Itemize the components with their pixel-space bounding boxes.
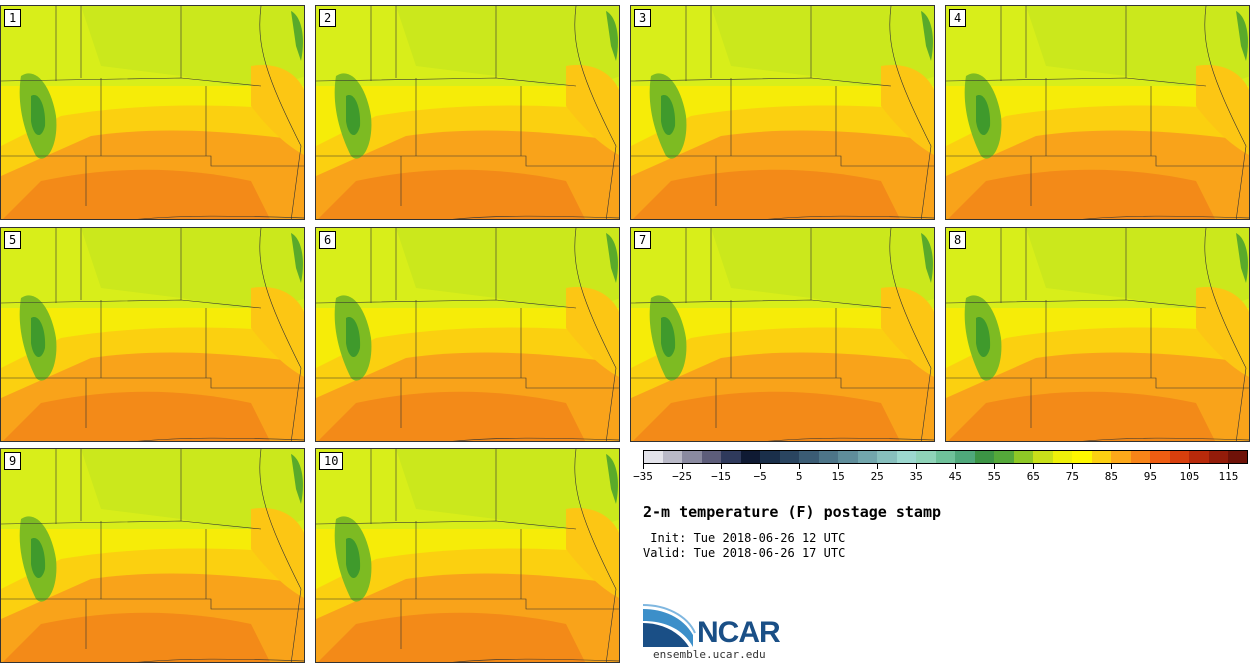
colorbar-swatch	[1228, 450, 1249, 464]
colorbar-tick-label: 5	[795, 470, 803, 483]
colorbar-tick-label: 95	[1143, 470, 1158, 483]
colorbar-tick	[721, 464, 723, 469]
colorbar-tick-label: −5	[753, 470, 767, 483]
colorbar-tick	[994, 464, 996, 469]
colorbar-swatch	[643, 450, 664, 464]
colorbar-swatch	[1111, 450, 1132, 464]
member-number: 8	[949, 231, 967, 249]
ensemble-member-panel: 7	[630, 227, 935, 442]
colorbar-tick-label: 115	[1218, 470, 1239, 483]
colorbar-tick	[1228, 464, 1230, 469]
colorbar-swatch	[721, 450, 742, 464]
member-number: 9	[4, 452, 22, 470]
colorbar-tick-label: 75	[1065, 470, 1079, 483]
member-number: 6	[319, 231, 337, 249]
colorbar-swatch	[974, 450, 995, 464]
colorbar-swatch	[818, 450, 839, 464]
colorbar-swatch	[1013, 450, 1034, 464]
colorbar-tick	[838, 464, 840, 469]
colorbar-swatch	[838, 450, 859, 464]
colorbar-tick-label: 105	[1179, 470, 1200, 483]
colorbar-swatch	[701, 450, 722, 464]
member-number: 3	[634, 9, 652, 27]
colorbar-swatch	[1150, 450, 1171, 464]
colorbar-tick-label: 55	[987, 470, 1001, 483]
colorbar-tick-label: 35	[909, 470, 923, 483]
colorbar-tick	[1189, 464, 1191, 469]
colorbar-tick-label: −25	[672, 470, 692, 483]
colorbar-swatch	[779, 450, 800, 464]
colorbar-swatch	[955, 450, 976, 464]
colorbar-swatch	[760, 450, 781, 464]
colorbar-swatch	[740, 450, 761, 464]
colorbar-tick-label: 65	[1026, 470, 1040, 483]
ensemble-member-panel: 2	[315, 5, 620, 220]
colorbar-tick	[799, 464, 801, 469]
member-number: 4	[949, 9, 967, 27]
colorbar-tick	[643, 464, 644, 469]
chart-title: 2-m temperature (F) postage stamp	[643, 503, 942, 521]
colorbar-tick-label: 85	[1104, 470, 1118, 483]
colorbar-tick-label: 45	[948, 470, 962, 483]
colorbar-tick	[1033, 464, 1035, 469]
colorbar-swatch	[1189, 450, 1210, 464]
ensemble-member-panel: 8	[945, 227, 1250, 442]
colorbar-swatch	[1091, 450, 1112, 464]
member-number: 1	[4, 9, 22, 27]
ensemble-member-panel: 5	[0, 227, 305, 442]
member-number: 5	[4, 231, 22, 249]
init-time: Init: Tue 2018-06-26 12 UTC	[643, 531, 846, 545]
colorbar-tick-label: −15	[711, 470, 731, 483]
valid-time: Valid: Tue 2018-06-26 17 UTC	[643, 546, 846, 560]
logo-url: ensemble.ucar.edu	[653, 648, 766, 661]
ncar-logo-icon	[643, 604, 696, 647]
ensemble-member-panel: 4	[945, 5, 1250, 220]
member-number: 2	[319, 9, 337, 27]
colorbar-tick	[916, 464, 918, 469]
member-number: 10	[319, 452, 344, 470]
colorbar-swatch	[935, 450, 956, 464]
ensemble-member-panel: 9	[0, 448, 305, 663]
ensemble-member-panel: 1	[0, 5, 305, 220]
ensemble-member-panel: 3	[630, 5, 935, 220]
logo-wordmark: NCAR	[697, 616, 781, 649]
ensemble-member-panel: 6	[315, 227, 620, 442]
colorbar-tick	[760, 464, 762, 469]
temperature-colorbar: −35 −25 −15 −5 5 15 25 35 45 55 65 75 85 95 105 115	[633, 450, 1249, 486]
colorbar-swatch	[1033, 450, 1054, 464]
colorbar-swatch	[799, 450, 820, 464]
colorbar-tick	[1111, 464, 1113, 469]
colorbar-swatch	[1130, 450, 1151, 464]
colorbar-tick-label: 25	[870, 470, 884, 483]
colorbar-tick	[1150, 464, 1152, 469]
colorbar-swatch	[916, 450, 937, 464]
colorbar-swatch	[857, 450, 878, 464]
colorbar-tick-label: 15	[831, 470, 845, 483]
colorbar-swatch	[877, 450, 898, 464]
colorbar-swatch	[682, 450, 703, 464]
colorbar-swatch	[1072, 450, 1093, 464]
member-number: 7	[634, 231, 652, 249]
colorbar-swatch	[662, 450, 683, 464]
colorbar-tick	[877, 464, 879, 469]
colorbar-swatch	[896, 450, 917, 464]
colorbar-swatch	[1052, 450, 1073, 464]
colorbar-tick-label: −35	[633, 470, 653, 483]
colorbar-tick	[955, 464, 957, 469]
colorbar-swatch	[1208, 450, 1229, 464]
colorbar-swatch	[994, 450, 1015, 464]
colorbar-swatch	[1169, 450, 1190, 464]
colorbar-tick	[1072, 464, 1074, 469]
ensemble-member-panel: 10	[315, 448, 620, 663]
colorbar-tick	[682, 464, 684, 469]
